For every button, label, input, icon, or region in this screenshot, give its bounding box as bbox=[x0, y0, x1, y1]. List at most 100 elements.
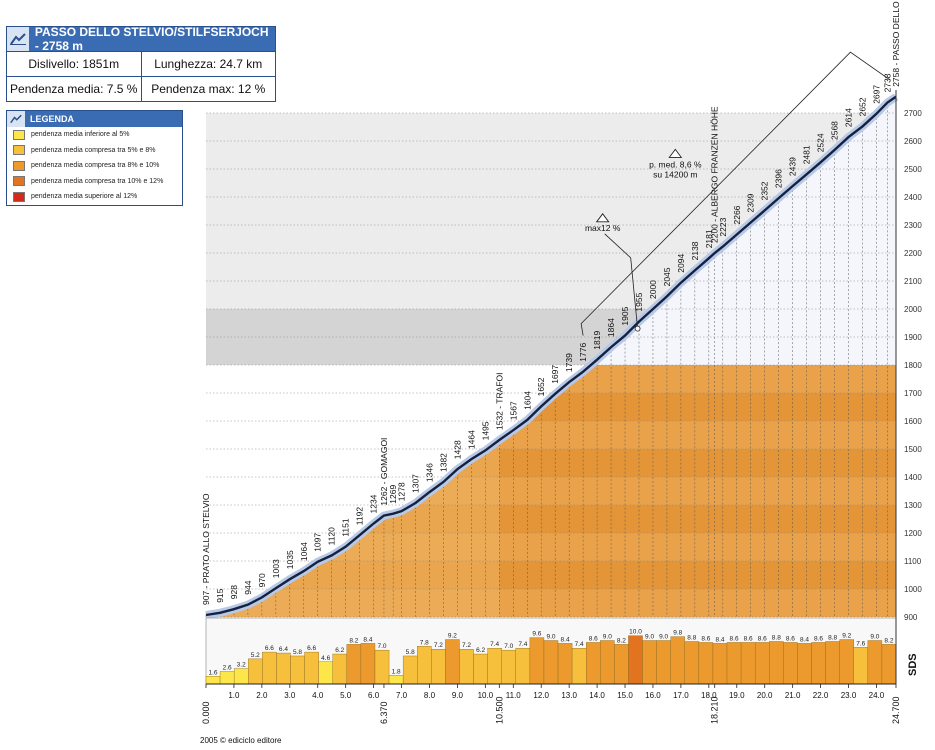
climb-bracket bbox=[580, 51, 891, 336]
y-tick-label: 2100 bbox=[904, 277, 922, 286]
elevation-label: 1269 bbox=[388, 485, 398, 504]
x-tick-label: 3.0 bbox=[284, 691, 296, 700]
x-tick-label: 21.0 bbox=[785, 691, 801, 700]
y-tick-label: 2500 bbox=[904, 165, 922, 174]
gradient-label: 5.8 bbox=[406, 649, 415, 656]
gradient-bar bbox=[459, 649, 474, 685]
elevation-label: 1604 bbox=[522, 391, 532, 410]
gradient-bar bbox=[445, 639, 460, 685]
legend-item: pendenza media superiore al 12% bbox=[7, 189, 182, 205]
gradient-label: 8.6 bbox=[814, 635, 823, 642]
y-tick-label: 1200 bbox=[904, 529, 922, 538]
x-tick-label: 4.0 bbox=[312, 691, 324, 700]
gradient-label: 8.6 bbox=[758, 635, 767, 642]
x-tick-label: 22.0 bbox=[813, 691, 829, 700]
y-tick-label: 1500 bbox=[904, 445, 922, 454]
x-tick-label: 18.0 bbox=[701, 691, 717, 700]
legend-label: pendenza media inferiore al 5% bbox=[31, 131, 130, 139]
elevation-label: 1776 bbox=[578, 343, 588, 362]
gradient-bar bbox=[276, 652, 291, 685]
legend-label: pendenza media compresa tra 5% e 8% bbox=[31, 146, 156, 154]
elevation-label: 2223 bbox=[718, 217, 728, 236]
x-tick-label: 1.0 bbox=[228, 691, 240, 700]
gradient-bar bbox=[811, 642, 826, 685]
elevation-label: 2697 bbox=[871, 85, 881, 104]
elevation-label: 2481 bbox=[802, 145, 812, 164]
mean-gradient-distance: su 14200 m bbox=[653, 169, 697, 179]
gradient-bar bbox=[698, 642, 714, 685]
elevation-label: 2758 - PASSO DELLO STELVIO bbox=[891, 0, 901, 87]
legend-label: pendenza media superiore al 12% bbox=[31, 193, 138, 201]
legend-swatch bbox=[13, 191, 25, 202]
gradient-label: 7.0 bbox=[504, 643, 513, 650]
valley-fill bbox=[206, 365, 500, 617]
gradient-bar bbox=[712, 643, 728, 685]
gradient-label: 9.2 bbox=[448, 633, 457, 640]
gradient-label: 8.8 bbox=[772, 634, 781, 641]
gradient-bar bbox=[205, 676, 221, 685]
gradient-label: 7.8 bbox=[420, 639, 429, 646]
gradient-label: 6.4 bbox=[279, 646, 288, 653]
gradient-bar bbox=[346, 644, 362, 685]
elevation-label: 944 bbox=[243, 580, 253, 594]
elevation-label: 2000 bbox=[648, 280, 658, 299]
gradient-bar bbox=[473, 653, 488, 685]
y-tick-label: 2200 bbox=[904, 249, 922, 258]
gradient-label: 9.0 bbox=[659, 634, 668, 641]
elevation-label: 1382 bbox=[438, 453, 448, 472]
gradient-bar bbox=[233, 668, 249, 685]
x-tick-label: 10.500 bbox=[494, 696, 504, 724]
gradient-bar bbox=[374, 649, 390, 685]
x-tick-label: 15.0 bbox=[617, 691, 633, 700]
gradient-bar bbox=[642, 640, 657, 685]
elevation-label: 1346 bbox=[425, 463, 435, 482]
gradient-label: 8.6 bbox=[744, 635, 753, 642]
gradient-label: 2.6 bbox=[223, 664, 232, 671]
gradient-label: 8.6 bbox=[589, 635, 598, 642]
gradient-label: 5.8 bbox=[293, 649, 302, 656]
gradient-bar bbox=[262, 651, 277, 685]
x-tick-label: 6.0 bbox=[368, 691, 380, 700]
elevation-label: 970 bbox=[257, 573, 267, 587]
legend-item: pendenza media compresa tra 8% e 10% bbox=[7, 158, 182, 174]
gradient-label: 7.2 bbox=[434, 642, 443, 649]
x-tick-label: 17.0 bbox=[673, 691, 689, 700]
gradient-label: 9.8 bbox=[673, 630, 682, 637]
gradient-label: 8.8 bbox=[687, 634, 696, 641]
gradient-bar bbox=[754, 642, 770, 685]
y-tick-label: 1700 bbox=[904, 389, 922, 398]
gradient-bar bbox=[769, 641, 784, 685]
x-tick-label: 2.0 bbox=[256, 691, 268, 700]
gradient-bar bbox=[600, 640, 615, 685]
legend-label: pendenza media compresa tra 10% e 12% bbox=[31, 177, 164, 185]
gradient-bar bbox=[656, 640, 671, 685]
gradient-label: 4.6 bbox=[321, 655, 330, 662]
gradient-bar bbox=[290, 655, 305, 685]
gradient-label: 8.2 bbox=[349, 637, 358, 644]
elevation-label: 1464 bbox=[466, 430, 476, 449]
gradient-label: 7.0 bbox=[377, 643, 386, 650]
x-tick-label: 20.0 bbox=[757, 691, 773, 700]
legend-swatch bbox=[13, 176, 25, 187]
gradient-label: 10.0 bbox=[629, 629, 642, 636]
legend-swatch bbox=[13, 129, 25, 140]
gradient-bar bbox=[839, 639, 854, 685]
gradient-bar bbox=[248, 658, 263, 685]
gradient-label: 3.2 bbox=[237, 662, 246, 669]
gradient-label: 7.4 bbox=[575, 641, 584, 648]
elevation-label: 1697 bbox=[550, 365, 560, 384]
y-tick-label: 1000 bbox=[904, 585, 922, 594]
y-tick-label: 1800 bbox=[904, 361, 922, 370]
gradient-bar bbox=[726, 642, 742, 685]
x-tick-label: 8.0 bbox=[424, 691, 436, 700]
legend-swatch bbox=[13, 160, 25, 171]
elevation-label: 2266 bbox=[732, 205, 742, 224]
max-gradient-marker bbox=[634, 325, 641, 332]
gradient-label: 9.0 bbox=[645, 634, 654, 641]
elevation-label: 1278 bbox=[397, 482, 407, 501]
gradient-label: 7.2 bbox=[462, 642, 471, 649]
warning-icon bbox=[595, 213, 610, 223]
x-tick-label: 24.700 bbox=[891, 696, 901, 724]
gradient-bar bbox=[417, 646, 432, 685]
